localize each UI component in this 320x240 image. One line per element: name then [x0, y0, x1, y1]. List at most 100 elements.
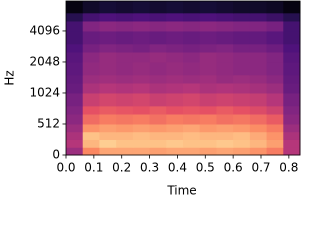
cell — [183, 139, 201, 148]
cell — [132, 105, 151, 115]
y-tick-label: 2048 — [29, 54, 60, 68]
y-axis-label: Hz — [3, 70, 17, 85]
cell — [116, 82, 134, 94]
cell — [216, 82, 234, 94]
cell — [132, 82, 151, 94]
cell — [183, 12, 201, 22]
cell — [166, 114, 184, 125]
cell — [199, 74, 217, 84]
cell — [99, 74, 117, 84]
cell — [149, 123, 167, 133]
cell — [149, 30, 167, 45]
cell — [216, 147, 234, 156]
y-tick-label: 0 — [52, 148, 60, 162]
chart: Hz Time 0.0 0.1 0.2 0.3 0.4 0.5 0.6 0.7 0.8 0 512 1… — [3, 0, 301, 198]
cell — [99, 82, 117, 94]
cell — [66, 105, 84, 115]
cell — [99, 114, 117, 125]
cell — [82, 30, 100, 45]
cell — [116, 61, 134, 76]
cell — [166, 131, 184, 140]
cell — [283, 131, 301, 140]
cell — [149, 12, 167, 22]
cell — [216, 92, 234, 107]
cell — [216, 20, 234, 32]
cell — [233, 139, 251, 148]
cell — [66, 20, 84, 32]
cell — [249, 147, 268, 156]
cell — [233, 12, 251, 22]
cell — [66, 1, 84, 14]
cell — [116, 51, 134, 63]
cell — [149, 147, 167, 156]
cell — [266, 139, 284, 148]
cell — [183, 123, 201, 133]
cell — [99, 131, 117, 140]
cell — [149, 20, 167, 32]
x-tick-label: 0.3 — [140, 161, 159, 175]
cell — [132, 123, 151, 133]
cell — [233, 114, 251, 125]
cell — [132, 51, 151, 63]
cell — [199, 131, 217, 140]
cell — [266, 114, 284, 125]
cell — [99, 20, 117, 32]
cell — [283, 30, 301, 45]
cell — [149, 1, 167, 14]
x-tick-label: 0.4 — [168, 161, 187, 175]
cell — [183, 61, 201, 76]
x-tick-label: 0.2 — [112, 161, 131, 175]
cell — [266, 1, 284, 14]
cell — [249, 131, 268, 140]
x-tick-label: 0.1 — [84, 161, 103, 175]
cell — [166, 123, 184, 133]
cell — [199, 139, 217, 148]
cell — [283, 1, 301, 14]
page: Hz Time 0.0 0.1 0.2 0.3 0.4 0.5 0.6 0.7 0.8 0 512 1… — [2, 0, 301, 198]
cell — [266, 147, 284, 156]
cell — [149, 61, 167, 76]
cell — [116, 105, 134, 115]
cell — [233, 105, 251, 115]
cell — [199, 20, 217, 32]
cell — [99, 43, 117, 53]
cell — [82, 123, 100, 133]
cell — [249, 61, 268, 76]
cell — [166, 105, 184, 115]
cell — [249, 123, 268, 133]
cell — [116, 114, 134, 125]
cell — [266, 43, 284, 53]
cell — [116, 123, 134, 133]
cell — [66, 139, 84, 148]
cell — [82, 105, 100, 115]
cell — [66, 30, 84, 45]
x-axis-label: Time — [166, 184, 196, 198]
cell — [149, 131, 167, 140]
cell — [216, 43, 234, 53]
cell — [249, 139, 268, 148]
cell — [166, 61, 184, 76]
x-tick-label: 0.7 — [251, 161, 270, 175]
cell — [183, 82, 201, 94]
cell — [199, 30, 217, 45]
cell — [116, 147, 134, 156]
cell — [132, 114, 151, 125]
cell — [166, 43, 184, 53]
cell — [266, 123, 284, 133]
cell — [82, 20, 100, 32]
cell — [216, 30, 234, 45]
cell — [249, 12, 268, 22]
cell — [216, 12, 234, 22]
cell — [183, 30, 201, 45]
cell — [266, 74, 284, 84]
cell — [216, 105, 234, 115]
cell — [283, 82, 301, 94]
cell — [249, 1, 268, 14]
cell — [249, 74, 268, 84]
cell — [66, 12, 84, 22]
cell — [183, 147, 201, 156]
cell — [283, 114, 301, 125]
cell — [66, 147, 84, 156]
cell — [266, 131, 284, 140]
cell — [66, 131, 84, 140]
